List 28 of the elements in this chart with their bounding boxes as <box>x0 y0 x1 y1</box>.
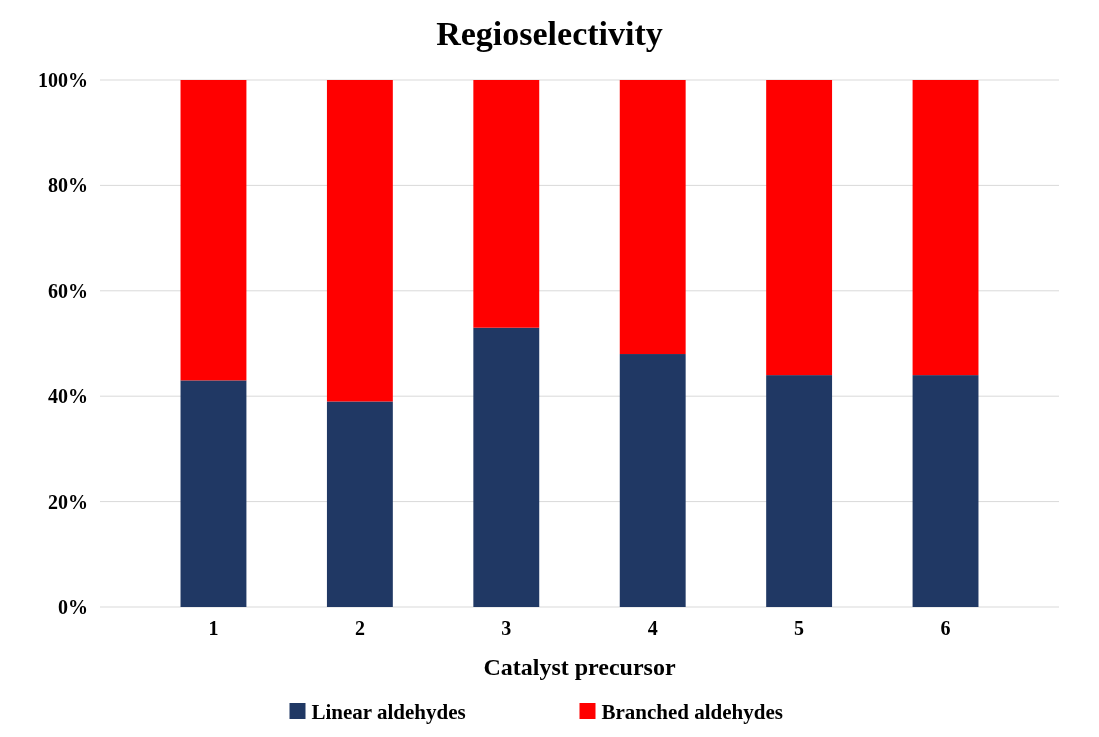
x-tick-label: 4 <box>647 617 658 639</box>
legend-label: Branched aldehydes <box>601 700 783 725</box>
legend-label: Linear aldehydes <box>311 700 466 725</box>
chart-title: Regioselectivity <box>436 15 663 52</box>
bar <box>619 80 686 355</box>
bar <box>473 327 540 607</box>
bar <box>766 80 833 376</box>
x-tick-label: 2 <box>354 617 365 639</box>
y-tick-label: 80% <box>48 174 88 197</box>
x-tick-label: 1 <box>208 617 219 639</box>
y-tick-label: 0% <box>58 596 88 618</box>
x-tick-label: 3 <box>501 617 512 639</box>
bar <box>326 80 393 402</box>
x-tick-label: 5 <box>794 617 805 639</box>
x-axis-title: Catalyst precursor <box>483 654 676 680</box>
bar <box>473 80 540 328</box>
bar <box>912 375 979 607</box>
bar <box>180 380 247 607</box>
bar <box>766 375 833 607</box>
bar <box>326 401 393 607</box>
y-tick-label: 60% <box>48 279 88 302</box>
bar <box>180 80 247 381</box>
bar <box>912 80 979 376</box>
x-tick-label: 6 <box>940 617 951 639</box>
y-tick-label: 40% <box>48 385 88 408</box>
bar <box>619 354 686 607</box>
y-tick-label: 100% <box>38 69 88 91</box>
y-tick-label: 20% <box>48 490 88 513</box>
